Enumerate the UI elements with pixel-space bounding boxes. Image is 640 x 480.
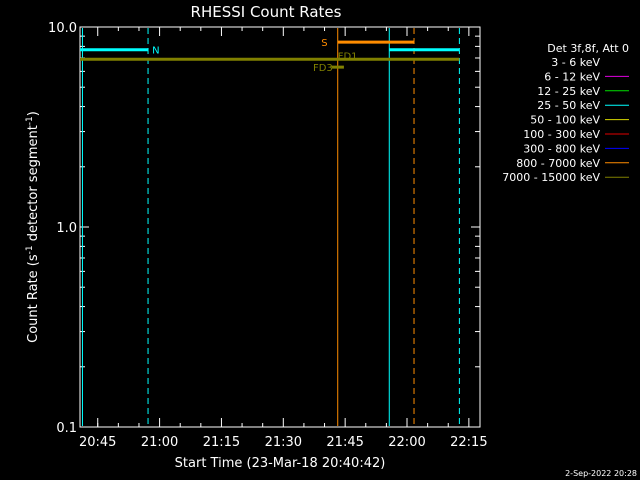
annotation-label: FD1 [338, 52, 358, 63]
plot-frame [79, 26, 481, 428]
legend-entry-label: 800 - 7000 keV [516, 157, 600, 170]
axis-ticks: 20:45 21:00 21:15 21:30 21:45 22:00 22:15 0.1 1.… [48, 21, 488, 450]
x-tick-label: 22:00 [388, 435, 425, 450]
x-tick-label: 21:15 [203, 435, 240, 450]
annotations: N S FD1 FD3 [152, 38, 357, 74]
legend-entry-label: 300 - 800 keV [523, 142, 600, 155]
x-axis-label: Start Time (23-Mar-18 20:40:42) [175, 456, 386, 471]
legend-entry-label: 12 - 25 keV [537, 85, 600, 98]
y-axis-label: Count Rate (s-1 detector segment-1) [25, 111, 41, 343]
y-tick-label: 1.0 [56, 221, 77, 236]
ylabel-part1: Count Rate (s [26, 254, 41, 343]
legend-entry-label: 50 - 100 keV [530, 114, 600, 127]
annotation-label: FD3 [313, 63, 333, 74]
annotation-label: N [152, 46, 159, 57]
x-tick-label: 22:15 [450, 435, 487, 450]
x-tick-label: 20:45 [79, 435, 116, 450]
vertical-markers [81, 28, 460, 426]
legend-entry-label: 3 - 6 keV [551, 56, 600, 69]
legend-entry-label: 100 - 300 keV [523, 128, 600, 141]
x-tick-label: 21:00 [141, 435, 178, 450]
footer-date: 2-Sep-2022 20:28 [565, 469, 637, 478]
legend-entry-label: 25 - 50 keV [537, 99, 600, 112]
y-tick-label: 10.0 [48, 21, 77, 36]
legend-header: Det 3f,8f, Att 0 [547, 42, 629, 55]
x-tick-label: 21:30 [265, 435, 302, 450]
legend-entry-label: 6 - 12 keV [544, 70, 600, 83]
ylabel-sup1: -1 [25, 245, 35, 254]
ylabel-sup2: -1 [25, 116, 35, 125]
annotation-label: S [321, 38, 327, 49]
legend-entry-label: 7000 - 15000 keV [502, 171, 600, 184]
series-group [80, 40, 460, 69]
x-tick-label: 21:45 [326, 435, 363, 450]
ylabel-part3: ) [26, 111, 41, 116]
y-tick-label: 0.1 [56, 421, 77, 436]
ylabel-part2: detector segment [26, 125, 41, 245]
chart-title: RHESSI Count Rates [191, 3, 342, 21]
